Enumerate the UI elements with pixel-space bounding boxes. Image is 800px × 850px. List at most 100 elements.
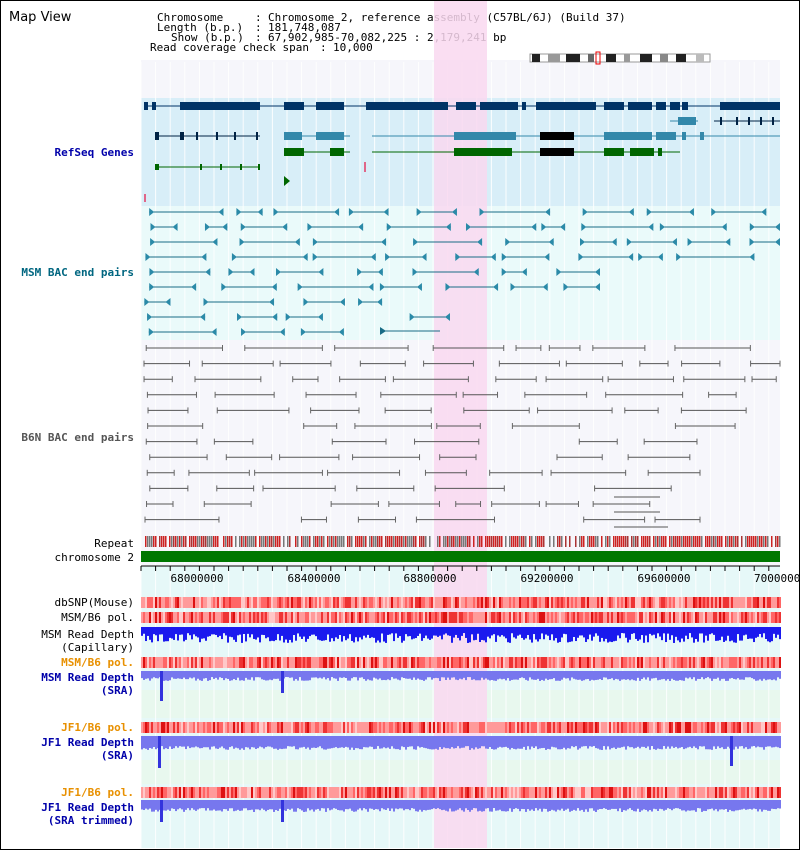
depth-bar bbox=[429, 736, 431, 750]
density-cell bbox=[169, 597, 171, 608]
depth-bar bbox=[587, 800, 589, 812]
depth-bar bbox=[163, 671, 165, 681]
density-cell bbox=[431, 657, 433, 668]
density-cell bbox=[491, 612, 493, 623]
density-cell bbox=[169, 787, 171, 798]
density-cell bbox=[649, 612, 651, 623]
gene-exon bbox=[316, 132, 344, 140]
density-cell bbox=[501, 612, 503, 623]
depth-bar bbox=[759, 800, 761, 810]
track-label-msm-bac[interactable]: MSM BAC end pairs bbox=[21, 266, 134, 279]
density-cell bbox=[399, 597, 401, 608]
depth-bar bbox=[661, 671, 663, 680]
depth-bar bbox=[491, 800, 493, 812]
repeat-bar bbox=[733, 536, 735, 547]
density-cell bbox=[615, 597, 617, 608]
bac-end-marker bbox=[455, 253, 461, 261]
density-cell bbox=[535, 612, 537, 623]
density-cell bbox=[193, 597, 195, 608]
depth-bar bbox=[493, 800, 495, 809]
density-cell bbox=[141, 722, 143, 733]
density-cell bbox=[707, 657, 709, 668]
gene-exon bbox=[604, 132, 652, 140]
depth-bar bbox=[717, 627, 719, 641]
depth-bar bbox=[365, 800, 367, 810]
bac-end-marker bbox=[501, 253, 507, 261]
density-cell bbox=[531, 657, 533, 668]
depth-bar bbox=[673, 736, 675, 748]
density-cell bbox=[539, 657, 541, 668]
density-cell bbox=[401, 612, 403, 623]
density-cell bbox=[555, 657, 557, 668]
density-cell bbox=[253, 722, 255, 733]
density-cell bbox=[437, 787, 439, 798]
density-cell bbox=[173, 787, 175, 798]
depth-bar bbox=[303, 800, 305, 812]
track-label-msm-b6-pol-sra: MSM/B6 pol. bbox=[61, 656, 134, 669]
track-label-repeat: Repeat bbox=[94, 537, 134, 550]
depth-bar bbox=[331, 736, 333, 749]
repeat-bar bbox=[201, 536, 203, 547]
length-key: Length (b.p.) bbox=[157, 21, 244, 34]
density-cell bbox=[171, 787, 173, 798]
density-cell bbox=[637, 612, 639, 623]
density-cell bbox=[143, 612, 145, 623]
density-cell bbox=[641, 657, 643, 668]
repeat-bar bbox=[241, 536, 243, 547]
density-cell bbox=[487, 657, 489, 668]
density-cell bbox=[711, 612, 713, 623]
density-cell bbox=[673, 612, 675, 623]
density-cell bbox=[589, 597, 591, 608]
bac-end-marker bbox=[218, 208, 224, 216]
density-cell bbox=[219, 597, 221, 608]
repeat-bar bbox=[767, 536, 769, 547]
track-label-b6n-bac[interactable]: B6N BAC end pairs bbox=[21, 431, 134, 444]
density-cell bbox=[697, 787, 699, 798]
depth-bar bbox=[659, 800, 661, 809]
density-cell bbox=[601, 612, 603, 623]
track-label-refseq[interactable]: RefSeq Genes bbox=[54, 146, 134, 159]
depth-bar bbox=[311, 800, 313, 810]
density-cell bbox=[779, 787, 781, 798]
depth-bar bbox=[561, 627, 563, 638]
depth-bar bbox=[293, 671, 295, 681]
density-cell bbox=[763, 612, 765, 623]
depth-bar bbox=[553, 800, 555, 811]
bac-end-marker bbox=[191, 283, 197, 291]
density-cell bbox=[697, 722, 699, 733]
depth-bar bbox=[723, 671, 725, 679]
density-cell bbox=[457, 612, 459, 623]
density-cell bbox=[385, 787, 387, 798]
density-cell bbox=[335, 597, 337, 608]
density-cell bbox=[549, 657, 551, 668]
density-cell bbox=[355, 597, 357, 608]
repeat-bar bbox=[437, 536, 439, 547]
depth-bar bbox=[653, 736, 655, 750]
depth-bar bbox=[741, 800, 743, 810]
depth-bar bbox=[423, 671, 425, 681]
depth-bar bbox=[615, 736, 617, 750]
depth-bar bbox=[381, 800, 383, 809]
density-cell bbox=[159, 722, 161, 733]
repeat-bar bbox=[479, 536, 481, 547]
depth-bar bbox=[207, 800, 209, 809]
depth-bar bbox=[353, 736, 355, 750]
density-cell bbox=[217, 657, 219, 668]
density-cell bbox=[615, 787, 617, 798]
density-cell bbox=[271, 657, 273, 668]
density-cell bbox=[593, 657, 595, 668]
depth-bar bbox=[577, 800, 579, 809]
density-cell bbox=[751, 612, 753, 623]
depth-bar bbox=[749, 671, 751, 678]
depth-bar bbox=[751, 671, 753, 679]
density-cell bbox=[251, 787, 253, 798]
density-cell bbox=[451, 787, 453, 798]
depth-bar bbox=[495, 800, 497, 811]
density-cell bbox=[645, 722, 647, 733]
depth-bar bbox=[483, 627, 485, 641]
depth-bar bbox=[265, 736, 267, 748]
density-cell bbox=[183, 612, 185, 623]
depth-bar bbox=[665, 627, 667, 643]
depth-bar bbox=[141, 736, 143, 750]
